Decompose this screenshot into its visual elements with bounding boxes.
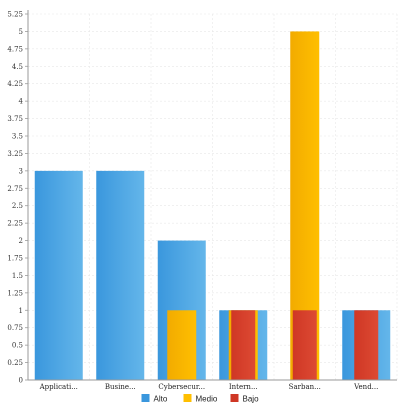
legend-swatch	[230, 394, 239, 402]
y-tick-label: 0.25	[7, 359, 23, 367]
x-tick-label: Intern...	[229, 383, 258, 391]
x-axis-labels: Applicati... Busine... Cybersecur... Intern…	[39, 383, 379, 391]
y-tick-label: 3	[19, 167, 23, 175]
legend[interactable]: Alto Medio Bajo	[141, 394, 260, 404]
y-tick-label: 3.75	[7, 115, 23, 123]
bar-bajo-3[interactable]	[231, 310, 256, 380]
x-tick-label: Cybersecur...	[158, 383, 205, 391]
bars	[34, 31, 391, 381]
grid-lines	[27, 13, 398, 381]
y-tick-label: 2.5	[12, 202, 23, 210]
bar-alto-0[interactable]	[34, 170, 83, 380]
legend-label: Alto	[154, 395, 168, 404]
y-tick-label: 3.5	[12, 133, 23, 141]
legend-item-bajo[interactable]: Bajo	[230, 394, 260, 404]
x-tick-label: Vend...	[353, 383, 378, 391]
y-tick-label: 1	[19, 307, 23, 315]
legend-swatch	[183, 394, 192, 402]
y-tick-label: 0.75	[7, 324, 23, 332]
y-tick-label: 2.75	[7, 185, 23, 193]
y-tick-label: 5.25	[7, 11, 23, 19]
legend-item-medio[interactable]: Medio	[183, 394, 218, 404]
y-tick-label: 1.25	[7, 289, 23, 297]
y-tick-label: 4.75	[7, 45, 23, 53]
legend-item-alto[interactable]: Alto	[141, 394, 168, 404]
legend-label: Medio	[196, 395, 218, 404]
y-tick-label: 1.75	[7, 255, 23, 263]
bar-medio-2[interactable]	[167, 310, 197, 380]
legend-label: Bajo	[243, 395, 260, 404]
legend-swatch	[141, 394, 150, 402]
y-tick-label: 4	[19, 98, 24, 106]
bar-bajo-4[interactable]	[292, 310, 317, 380]
y-axis-ticks: 0 0.25 0.5 0.75 1 1.25 1.5 1.75 2 2.25 2.5 2.75 3 3.2…	[7, 11, 28, 385]
axes	[27, 10, 397, 381]
y-tick-label: 3.25	[7, 150, 23, 158]
y-tick-label: 5	[19, 28, 23, 36]
y-tick-label: 0	[19, 377, 23, 385]
y-tick-label: 1.5	[12, 272, 23, 280]
y-tick-label: 2	[19, 237, 23, 245]
x-tick-label: Sarban...	[289, 383, 321, 391]
y-tick-label: 0.5	[12, 342, 23, 350]
bar-alto-1[interactable]	[96, 170, 145, 380]
y-tick-label: 4.5	[12, 63, 23, 71]
x-tick-label: Applicati...	[39, 383, 78, 391]
x-tick-label: Busine...	[105, 383, 136, 391]
y-tick-label: 2.25	[7, 220, 23, 228]
bar-bajo-5[interactable]	[354, 310, 379, 380]
y-tick-label: 4.25	[7, 80, 23, 88]
